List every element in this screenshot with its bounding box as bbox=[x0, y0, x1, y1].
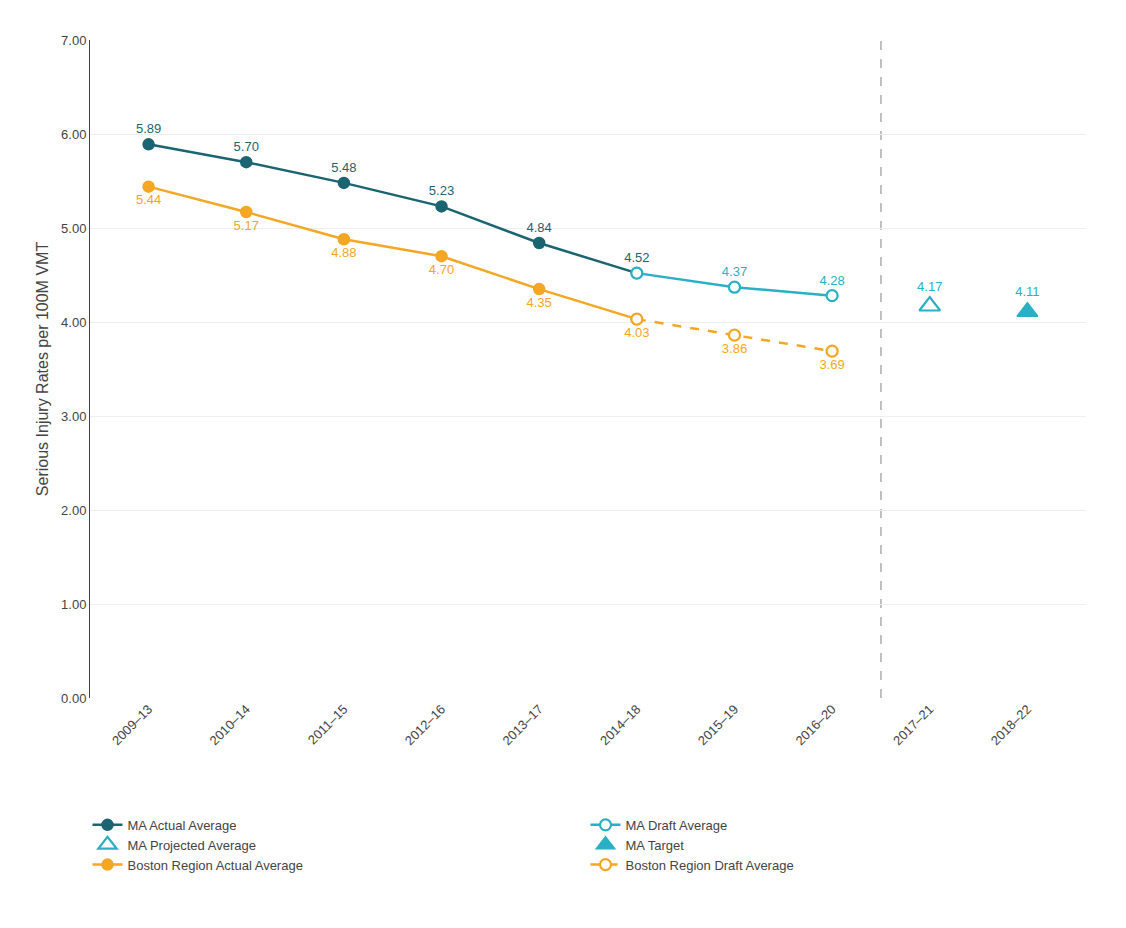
svg-text:2014–18: 2014–18 bbox=[597, 702, 643, 748]
svg-text:MA Draft Average: MA Draft Average bbox=[626, 818, 728, 833]
svg-text:4.03: 4.03 bbox=[624, 325, 649, 340]
svg-text:5.23: 5.23 bbox=[429, 183, 454, 198]
svg-text:2013–17: 2013–17 bbox=[499, 702, 545, 748]
svg-text:Boston Region Draft Average: Boston Region Draft Average bbox=[626, 858, 794, 873]
svg-text:4.88: 4.88 bbox=[331, 245, 356, 260]
svg-text:2018–22: 2018–22 bbox=[988, 702, 1034, 748]
svg-text:5.89: 5.89 bbox=[136, 121, 161, 136]
svg-text:4.70: 4.70 bbox=[429, 262, 454, 277]
svg-text:4.52: 4.52 bbox=[624, 250, 649, 265]
svg-text:4.35: 4.35 bbox=[527, 295, 552, 310]
svg-text:4.84: 4.84 bbox=[527, 220, 552, 235]
svg-text:4.11: 4.11 bbox=[1015, 284, 1039, 299]
svg-text:6.00: 6.00 bbox=[61, 127, 86, 142]
svg-text:5.00: 5.00 bbox=[61, 221, 86, 236]
svg-text:2011–15: 2011–15 bbox=[305, 702, 351, 748]
svg-text:0.00: 0.00 bbox=[61, 691, 86, 706]
svg-text:3.86: 3.86 bbox=[722, 341, 747, 356]
svg-text:4.00: 4.00 bbox=[61, 315, 86, 330]
svg-text:5.44: 5.44 bbox=[136, 192, 161, 207]
svg-text:MA Projected Average: MA Projected Average bbox=[128, 838, 256, 853]
svg-text:4.28: 4.28 bbox=[819, 273, 844, 288]
svg-text:Serious Injury Rates per 100M: Serious Injury Rates per 100M VMT bbox=[34, 242, 51, 497]
svg-text:2010–14: 2010–14 bbox=[207, 702, 253, 748]
svg-text:4.17: 4.17 bbox=[917, 279, 942, 294]
svg-text:5.48: 5.48 bbox=[331, 160, 356, 175]
svg-text:3.69: 3.69 bbox=[819, 357, 844, 372]
svg-text:1.00: 1.00 bbox=[61, 597, 86, 612]
svg-text:3.00: 3.00 bbox=[61, 409, 86, 424]
svg-text:2.00: 2.00 bbox=[61, 503, 86, 518]
svg-text:MA Actual Average: MA Actual Average bbox=[128, 818, 237, 833]
svg-text:7.00: 7.00 bbox=[61, 33, 86, 48]
svg-text:5.17: 5.17 bbox=[234, 218, 259, 233]
svg-text:2016–20: 2016–20 bbox=[792, 702, 838, 748]
svg-text:2017–21: 2017–21 bbox=[890, 702, 936, 748]
svg-text:5.70: 5.70 bbox=[234, 139, 259, 154]
svg-text:4.37: 4.37 bbox=[722, 264, 747, 279]
svg-text:2009–13: 2009–13 bbox=[109, 702, 155, 748]
svg-text:MA Target: MA Target bbox=[626, 838, 685, 853]
svg-text:2012–16: 2012–16 bbox=[402, 702, 448, 748]
svg-text:2015–19: 2015–19 bbox=[695, 702, 741, 748]
svg-text:Boston Region Actual Average: Boston Region Actual Average bbox=[128, 858, 303, 873]
